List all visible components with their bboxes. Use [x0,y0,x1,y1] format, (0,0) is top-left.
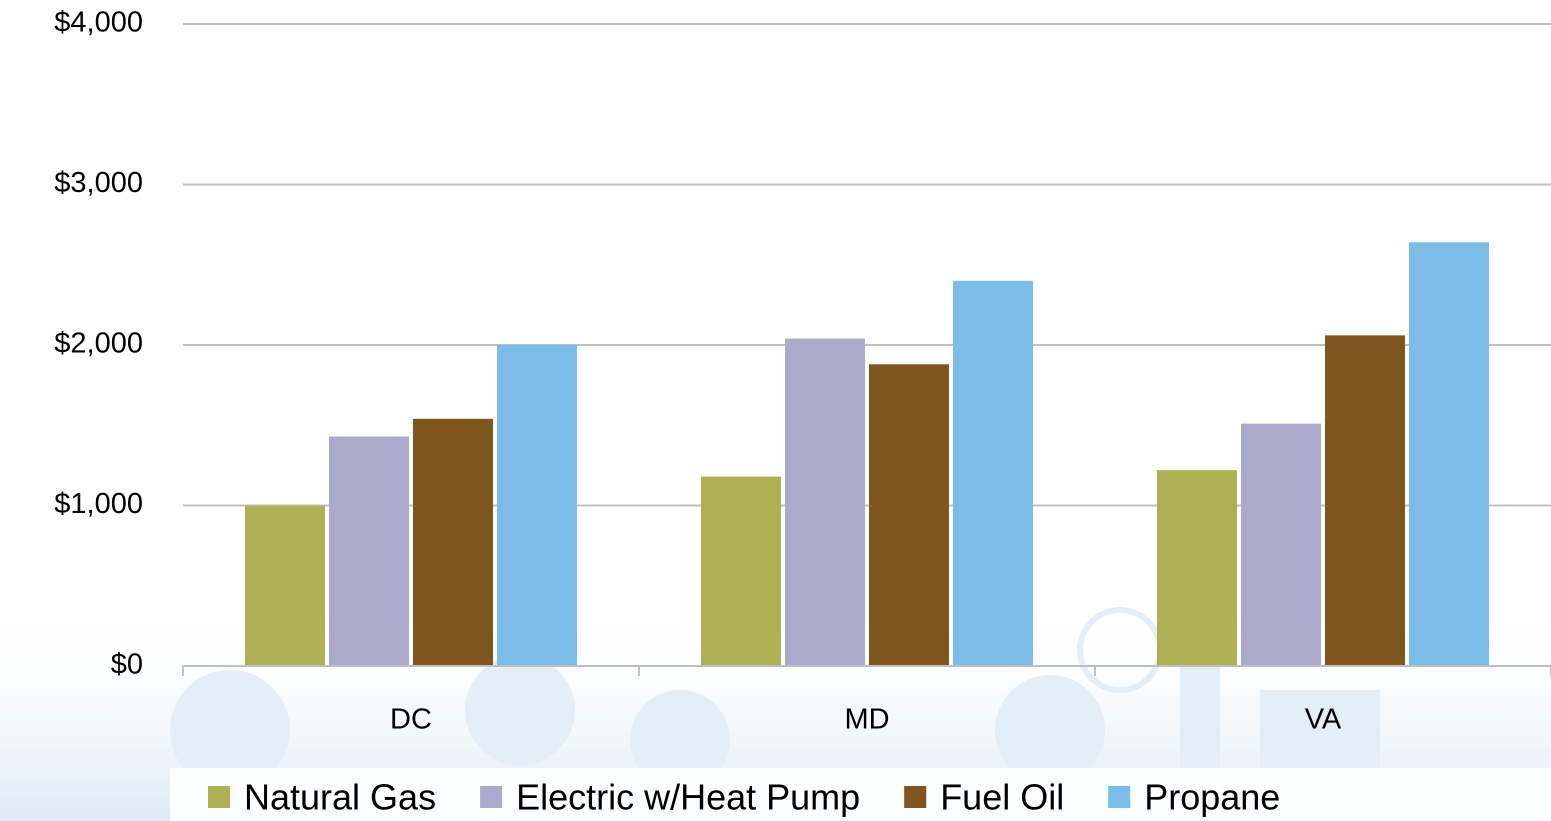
bar [701,477,781,666]
x-tick-label: DC [390,704,432,736]
bar [329,436,409,666]
legend-label: Fuel Oil [940,777,1064,818]
y-tick-label: $4,000 [54,7,143,39]
y-tick-label: $3,000 [54,167,143,199]
legend-label: Natural Gas [244,777,436,818]
bar [1157,470,1237,666]
chart: $0 $1,000 $2,000 $3,000 $4,000 DC MD VA Natural… [0,0,1551,821]
legend-swatch [904,786,926,808]
legend-swatch [208,786,230,808]
bar [1325,335,1405,666]
bar [245,506,325,667]
y-tick-label: $0 [111,649,143,681]
bar [1241,424,1321,666]
x-tick-label: VA [1305,704,1342,736]
bar [953,281,1033,666]
y-tick-label: $2,000 [54,328,143,360]
legend-swatch [1108,786,1130,808]
legend-swatch [480,786,502,808]
bar [869,364,949,666]
legend-label: Propane [1144,777,1280,818]
y-tick-label: $1,000 [54,488,143,520]
legend: Natural Gas Electric w/Heat Pump Fuel Oil P… [170,768,1551,821]
bar [1409,242,1489,666]
bar [497,345,577,666]
x-tick-label: MD [844,704,889,736]
legend-label: Electric w/Heat Pump [516,777,860,818]
bar [413,419,493,666]
bar [785,339,865,666]
